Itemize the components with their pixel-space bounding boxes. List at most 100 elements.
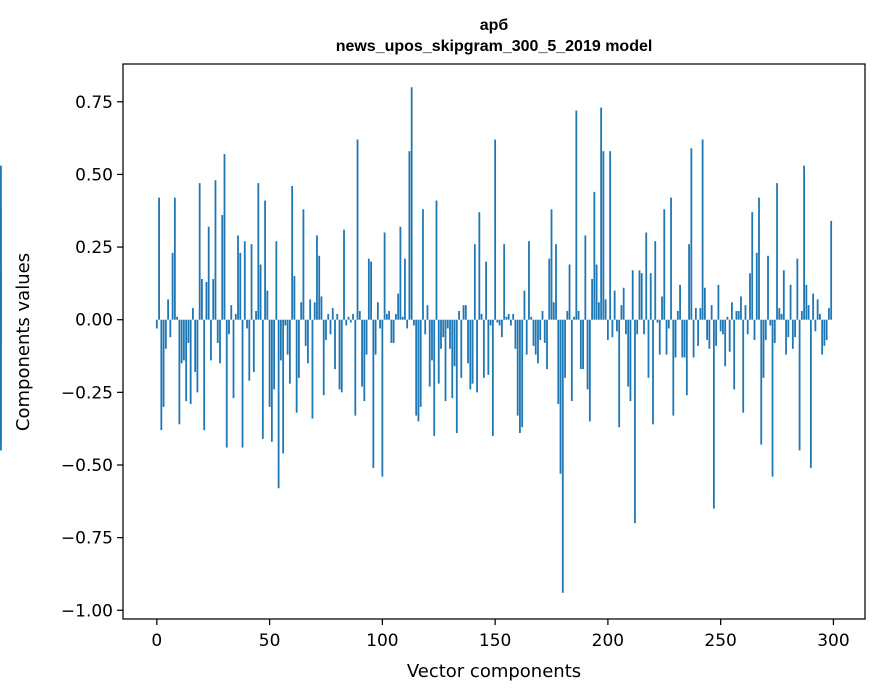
bar-component-203 (613, 290, 616, 320)
bar-component-178 (557, 319, 560, 404)
plot-frame (122, 63, 866, 620)
y-tick-label: −0.25 (61, 383, 113, 403)
bar-component-296 (823, 319, 826, 346)
bar-component-119 (424, 319, 427, 335)
bar-component-234 (683, 319, 686, 358)
x-tick-label: 300 (817, 631, 849, 651)
bar-component-10 (178, 319, 181, 425)
bar-component-290 (809, 319, 812, 468)
x-axis-label: Vector components (407, 661, 581, 682)
bar-component-82 (340, 319, 343, 393)
bar-component-278 (782, 270, 785, 320)
bar-component-201 (609, 151, 612, 320)
bar-component-35 (234, 313, 237, 320)
x-axis-ticks: 0 50 100 150 200 250 300 (151, 619, 850, 651)
bar-component-90 (358, 310, 361, 320)
bar-component-29 (221, 215, 224, 320)
bar-component-18 (196, 319, 199, 393)
bar-component-270 (764, 319, 767, 341)
bar-component-114 (413, 319, 415, 326)
bar-component-45 (257, 183, 260, 320)
bar-component-151 (496, 319, 499, 323)
bar-component-169 (537, 319, 539, 364)
bar-component-192 (588, 319, 591, 422)
bar-component-294 (818, 313, 821, 320)
bar-component-279 (785, 319, 787, 355)
bar-component-33 (230, 305, 233, 320)
bar-component-259 (740, 296, 742, 320)
bar-component-123 (433, 319, 436, 436)
bar-component-283 (794, 319, 796, 338)
bar-component-58 (286, 319, 289, 355)
bar-component-87 (352, 313, 354, 320)
bar-component-121 (428, 319, 431, 387)
bar-component-194 (593, 191, 596, 320)
bar-component-104 (390, 319, 393, 343)
bar-component-195 (595, 264, 598, 320)
y-tick-label: 0.75 (75, 93, 113, 113)
bar-component-46 (259, 264, 262, 320)
bar-component-181 (564, 319, 566, 378)
bar-component-204 (616, 319, 618, 332)
bar-component-226 (665, 319, 668, 355)
bar-component-242 (701, 139, 704, 320)
bar-component-107 (397, 293, 400, 320)
bar-component-86 (349, 319, 352, 323)
bar-component-93 (365, 319, 368, 355)
bar-component-84 (345, 319, 348, 326)
bar-component-8 (173, 197, 176, 320)
bar-component-214 (638, 270, 641, 320)
bar-component-55 (279, 319, 282, 361)
bar-component-129 (446, 319, 449, 329)
bar-component-131 (451, 319, 454, 399)
bar-component-267 (758, 197, 760, 320)
bar-component-122 (431, 319, 433, 361)
bar-component-209 (627, 319, 630, 387)
bar-component-138 (467, 319, 469, 364)
bar-component-7 (171, 252, 174, 320)
bar-component-78 (331, 308, 334, 320)
bar-component-39 (243, 241, 246, 320)
bar-component-207 (622, 287, 625, 320)
bar-component-284 (796, 258, 799, 320)
bar-component-217 (645, 232, 648, 320)
bar-component-202 (611, 319, 614, 338)
bar-component-96 (372, 319, 375, 468)
bar-component-292 (814, 319, 817, 332)
bar-component-undefined (0, 319, 2, 442)
bar-component-295 (821, 319, 824, 355)
bar-component-159 (514, 319, 517, 349)
bar-component-128 (444, 319, 447, 402)
bar-component-173 (546, 319, 548, 370)
bar-component-250 (719, 319, 722, 332)
bar-component-236 (688, 244, 690, 320)
bar-component-28 (219, 319, 221, 364)
bar-component-164 (525, 319, 528, 355)
bar-component-95 (370, 261, 372, 320)
bar-component-274 (773, 319, 776, 343)
bar-component-85 (347, 316, 350, 320)
bar-component-109 (401, 316, 404, 320)
y-tick-label: 0.25 (75, 238, 113, 258)
bar-component-137 (464, 305, 467, 320)
bar-component-80 (336, 313, 339, 320)
bar-component-1 (158, 197, 160, 320)
bar-component-224 (661, 296, 663, 320)
bar-component-187 (577, 310, 580, 320)
bar-component-22 (205, 281, 208, 320)
bar-component-152 (498, 319, 501, 326)
bar-component-286 (800, 310, 803, 320)
bar-component-281 (789, 284, 792, 320)
bar-component-undefined (0, 165, 2, 320)
bar-component-127 (442, 319, 445, 338)
bar-component-26 (214, 180, 217, 320)
bar-component-49 (266, 290, 269, 320)
bar-component-27 (216, 319, 219, 343)
bar-component-297 (825, 319, 828, 341)
bar-component-199 (604, 299, 607, 320)
bar-component-3 (162, 319, 165, 407)
bar-component-23 (207, 226, 210, 320)
bar-component-149 (491, 319, 494, 436)
bar-component-230 (674, 319, 677, 358)
bar-component-258 (737, 310, 740, 320)
